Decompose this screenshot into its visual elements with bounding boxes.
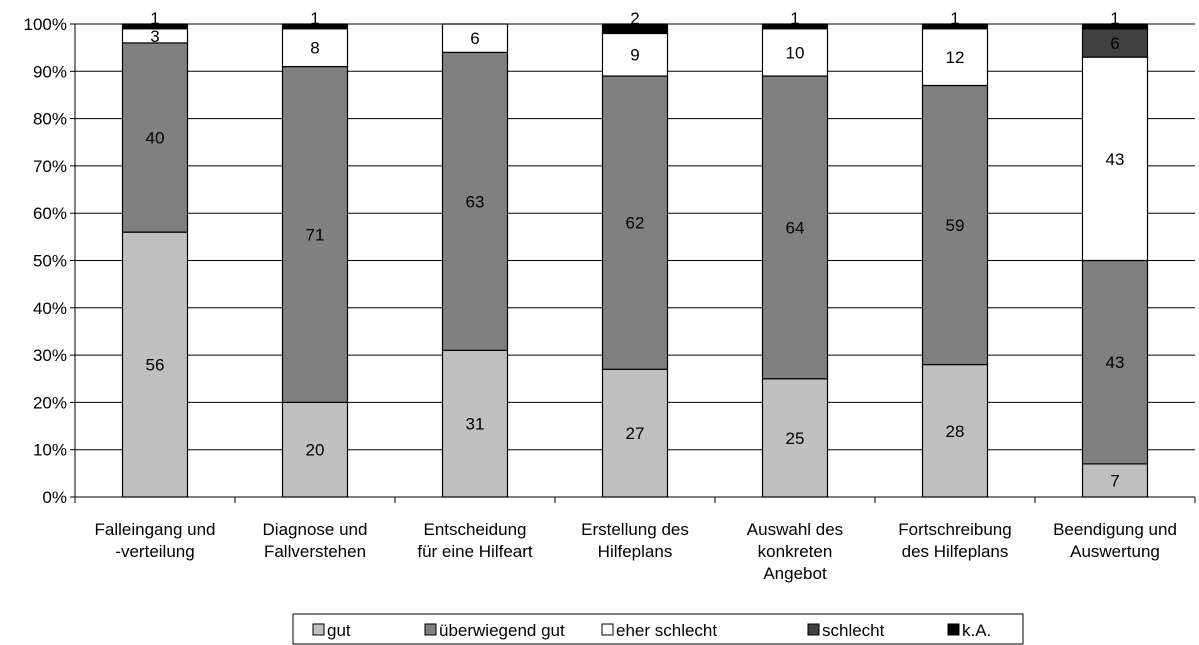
data-label: 63 bbox=[466, 192, 485, 211]
bar-segment bbox=[281, 401, 349, 498]
data-label: 20 bbox=[306, 441, 325, 460]
data-label: 10 bbox=[786, 43, 805, 62]
data-label: 7 bbox=[1110, 471, 1119, 490]
legend-label: eher schlecht bbox=[616, 621, 717, 640]
legend-label: schlecht bbox=[822, 621, 885, 640]
data-labels: 5640312071813163627629225641012859121743… bbox=[146, 9, 1125, 490]
bar-segment bbox=[441, 349, 509, 498]
bar-segment bbox=[601, 368, 669, 498]
legend-label: gut bbox=[327, 621, 351, 640]
x-tick-label: Erstellung des bbox=[581, 520, 689, 539]
data-label: 62 bbox=[626, 214, 645, 233]
bar-segment bbox=[121, 42, 189, 233]
y-tick-label: 40% bbox=[33, 299, 67, 318]
data-label: 28 bbox=[946, 422, 965, 441]
x-tick-label: Hilfeplans bbox=[598, 542, 673, 561]
bar-segment bbox=[921, 363, 989, 498]
x-tick-label: Fortschreibung bbox=[898, 520, 1011, 539]
data-label: 6 bbox=[1110, 34, 1119, 53]
bar-segment bbox=[441, 51, 509, 351]
data-label: 1 bbox=[790, 9, 799, 28]
bar-segment bbox=[761, 28, 829, 77]
x-tick-label: Entscheidung bbox=[423, 520, 526, 539]
data-label: 40 bbox=[146, 129, 165, 148]
bar-segment bbox=[921, 28, 989, 87]
data-label: 8 bbox=[310, 39, 319, 58]
bar-segment bbox=[921, 84, 989, 366]
data-label: 1 bbox=[310, 9, 319, 28]
data-label: 2 bbox=[630, 9, 639, 28]
legend-swatch bbox=[601, 623, 614, 636]
bar-segment bbox=[281, 28, 349, 68]
x-tick-label: -verteilung bbox=[115, 542, 194, 561]
y-tick-label: 100% bbox=[24, 15, 67, 34]
data-label: 27 bbox=[626, 424, 645, 443]
x-tick-label: Auswahl des bbox=[747, 520, 843, 539]
data-label: 71 bbox=[306, 225, 325, 244]
y-tick-label: 30% bbox=[33, 346, 67, 365]
data-label: 25 bbox=[786, 429, 805, 448]
y-tick-label: 0% bbox=[42, 488, 67, 507]
y-axis: 0% 10% 20% 30% 40% 50% 60% 70% 80% 90% 100% bbox=[24, 15, 76, 507]
bar-segment bbox=[1081, 259, 1149, 465]
legend-box bbox=[292, 613, 1024, 645]
y-tick-label: 10% bbox=[33, 441, 67, 460]
x-axis: Falleingang und -verteilung Diagnose und Fa… bbox=[74, 496, 1196, 583]
data-label: 43 bbox=[1106, 353, 1125, 372]
bar-segment bbox=[121, 23, 189, 30]
data-label: 56 bbox=[146, 356, 165, 375]
y-tick-label: 50% bbox=[33, 252, 67, 271]
bar-segment bbox=[281, 23, 349, 30]
x-tick-label: Beendigung und bbox=[1053, 520, 1177, 539]
data-label: 64 bbox=[786, 218, 805, 237]
bar-segment bbox=[1081, 23, 1149, 30]
data-label: 31 bbox=[466, 415, 485, 434]
data-label: 12 bbox=[946, 48, 965, 67]
bar-segment bbox=[921, 23, 989, 30]
x-tick-label: Fallverstehen bbox=[264, 542, 366, 561]
x-tick-label: Angebot bbox=[763, 564, 827, 583]
data-label: 1 bbox=[950, 9, 959, 28]
bar-segment bbox=[761, 378, 829, 498]
x-tick-label: des Hilfeplans bbox=[902, 542, 1009, 561]
bar-segment bbox=[761, 23, 829, 30]
x-tick-label: konkreten bbox=[758, 542, 833, 561]
data-label: 43 bbox=[1106, 150, 1125, 169]
legend-label: k.A. bbox=[962, 621, 991, 640]
legend-swatch bbox=[807, 623, 820, 636]
x-tick-label: für eine Hilfeart bbox=[417, 542, 533, 561]
data-label: 3 bbox=[150, 27, 159, 46]
x-tick-label: Auswertung bbox=[1070, 542, 1160, 561]
bar-segment bbox=[761, 75, 829, 380]
data-label: 1 bbox=[150, 9, 159, 28]
y-tick-label: 20% bbox=[33, 393, 67, 412]
bar-segment bbox=[601, 23, 669, 35]
bars bbox=[121, 23, 1149, 498]
legend-swatch bbox=[947, 623, 960, 636]
legend-label: überwiegend gut bbox=[439, 621, 565, 640]
legend-swatch bbox=[424, 623, 437, 636]
y-tick-label: 90% bbox=[33, 62, 67, 81]
bar-segment bbox=[601, 32, 669, 77]
y-tick-label: 60% bbox=[33, 204, 67, 223]
data-label: 1 bbox=[1110, 9, 1119, 28]
x-tick-label: Diagnose und bbox=[263, 520, 368, 539]
x-tick-label: Falleingang und bbox=[95, 520, 216, 539]
data-label: 9 bbox=[630, 46, 639, 65]
bar-segment bbox=[441, 23, 509, 53]
y-tick-label: 70% bbox=[33, 157, 67, 176]
bar-segment bbox=[281, 65, 349, 403]
bar-segment bbox=[1081, 28, 1149, 58]
y-tick-label: 80% bbox=[33, 110, 67, 129]
data-label: 6 bbox=[470, 29, 479, 48]
legend-swatch bbox=[312, 623, 325, 636]
legend: gut überwiegend gut eher schlecht schlecht k… bbox=[292, 613, 1024, 645]
data-label: 59 bbox=[946, 216, 965, 235]
